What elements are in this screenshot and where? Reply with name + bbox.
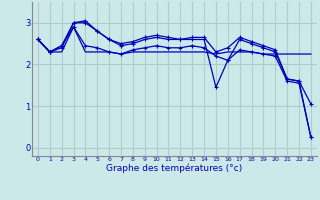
X-axis label: Graphe des températures (°c): Graphe des températures (°c) (106, 164, 243, 173)
